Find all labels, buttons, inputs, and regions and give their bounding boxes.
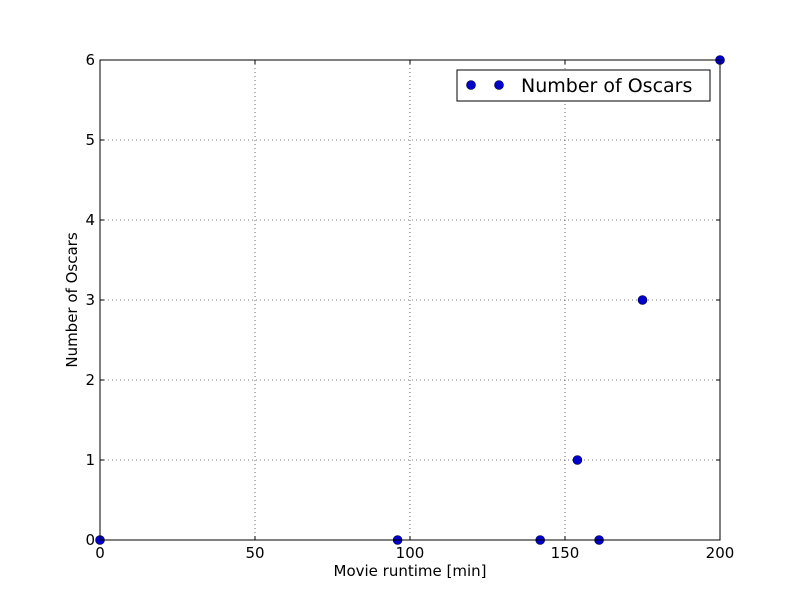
x-tick-label: 100 bbox=[396, 544, 425, 562]
x-tick-label: 0 bbox=[95, 544, 105, 562]
legend-label: Number of Oscars bbox=[521, 75, 692, 97]
y-tick-label: 2 bbox=[85, 371, 95, 389]
legend-marker bbox=[466, 80, 476, 90]
data-point bbox=[637, 295, 648, 305]
x-tick-label: 150 bbox=[551, 544, 580, 562]
y-tick-label: 4 bbox=[85, 211, 95, 229]
y-axis-label: Number of Oscars bbox=[63, 232, 81, 367]
legend-marker bbox=[494, 80, 504, 90]
y-tick-label: 3 bbox=[85, 291, 95, 309]
legend: Number of Oscars bbox=[456, 69, 711, 102]
x-tick-labels: 0 50 100 150 200 bbox=[95, 544, 734, 562]
y-tick-label: 5 bbox=[85, 131, 95, 149]
data-point bbox=[572, 455, 583, 465]
grid-lines bbox=[100, 60, 720, 540]
y-tick-label: 0 bbox=[85, 531, 95, 549]
x-tick-label: 200 bbox=[706, 544, 735, 562]
x-tick-label: 50 bbox=[245, 544, 264, 562]
y-tick-labels: 0 1 2 3 4 5 6 bbox=[85, 51, 95, 549]
axis-ticks bbox=[99, 59, 721, 541]
y-tick-label: 1 bbox=[85, 451, 95, 469]
x-axis-label: Movie runtime [min] bbox=[334, 562, 487, 580]
y-tick-label: 6 bbox=[85, 51, 95, 69]
